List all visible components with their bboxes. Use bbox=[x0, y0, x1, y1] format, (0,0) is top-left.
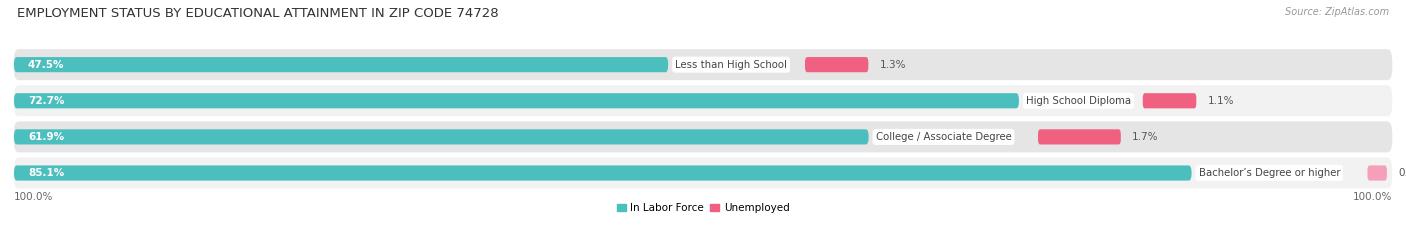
Text: 100.0%: 100.0% bbox=[1353, 192, 1392, 202]
Text: High School Diploma: High School Diploma bbox=[1026, 96, 1130, 106]
FancyBboxPatch shape bbox=[1143, 93, 1197, 108]
Text: 1.1%: 1.1% bbox=[1208, 96, 1234, 106]
Text: 47.5%: 47.5% bbox=[28, 60, 65, 70]
Text: 72.7%: 72.7% bbox=[28, 96, 65, 106]
Text: 100.0%: 100.0% bbox=[14, 192, 53, 202]
Text: College / Associate Degree: College / Associate Degree bbox=[876, 132, 1011, 142]
Text: 1.7%: 1.7% bbox=[1132, 132, 1159, 142]
Text: 85.1%: 85.1% bbox=[28, 168, 65, 178]
Text: Less than High School: Less than High School bbox=[675, 60, 787, 70]
Text: EMPLOYMENT STATUS BY EDUCATIONAL ATTAINMENT IN ZIP CODE 74728: EMPLOYMENT STATUS BY EDUCATIONAL ATTAINM… bbox=[17, 7, 499, 20]
FancyBboxPatch shape bbox=[14, 85, 1392, 116]
FancyBboxPatch shape bbox=[14, 158, 1392, 188]
FancyBboxPatch shape bbox=[14, 165, 1191, 181]
FancyBboxPatch shape bbox=[14, 121, 1392, 152]
FancyBboxPatch shape bbox=[1038, 129, 1121, 144]
Text: 61.9%: 61.9% bbox=[28, 132, 65, 142]
FancyBboxPatch shape bbox=[14, 49, 1392, 80]
FancyBboxPatch shape bbox=[14, 129, 869, 144]
FancyBboxPatch shape bbox=[1368, 165, 1386, 181]
Text: Source: ZipAtlas.com: Source: ZipAtlas.com bbox=[1285, 7, 1389, 17]
FancyBboxPatch shape bbox=[806, 57, 869, 72]
Text: Bachelor’s Degree or higher: Bachelor’s Degree or higher bbox=[1198, 168, 1340, 178]
Legend: In Labor Force, Unemployed: In Labor Force, Unemployed bbox=[613, 199, 793, 218]
FancyBboxPatch shape bbox=[14, 57, 668, 72]
Text: 0.4%: 0.4% bbox=[1398, 168, 1406, 178]
Text: 1.3%: 1.3% bbox=[880, 60, 905, 70]
FancyBboxPatch shape bbox=[14, 93, 1019, 108]
